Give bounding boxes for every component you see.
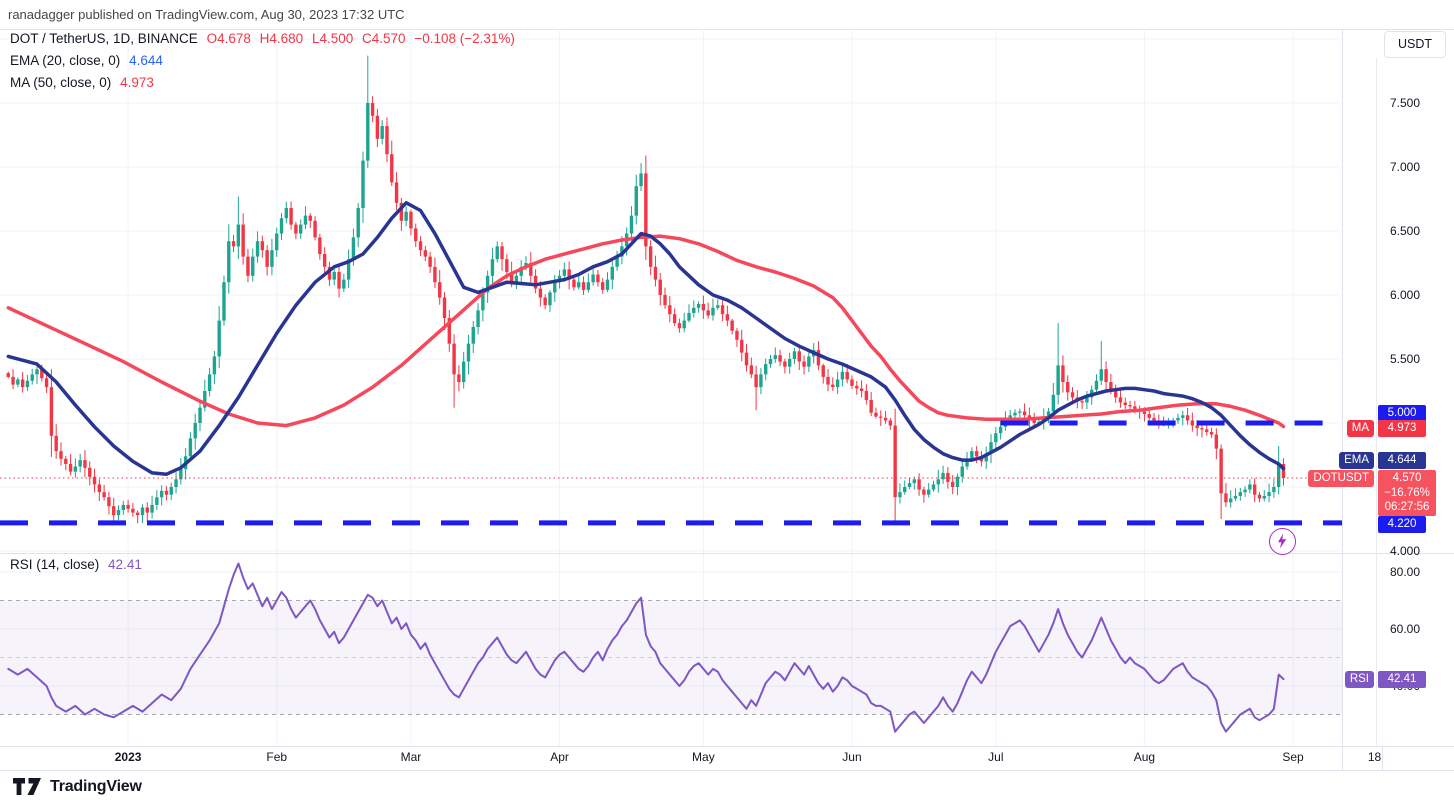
rsi-legend[interactable]: RSI (14, close) 42.41 xyxy=(10,557,147,572)
bar-countdown: 06:27:56 xyxy=(1384,501,1430,514)
ma-value: 4.973 xyxy=(120,75,154,90)
last-price: 4.570 xyxy=(1392,472,1422,485)
rsi-value: 42.41 xyxy=(108,557,142,572)
time-axis-bottom-border xyxy=(0,770,1454,771)
axis-tick-label: 7.500 xyxy=(1390,95,1421,110)
lightning-bolt-glyph xyxy=(1278,533,1287,549)
rsi-pane[interactable] xyxy=(0,553,1342,746)
rsi-pane-svg xyxy=(0,553,1342,746)
axis-tick-label: 5.500 xyxy=(1390,352,1421,366)
price-pane[interactable] xyxy=(0,29,1342,553)
axis-tick-label: 60.00 xyxy=(1390,621,1421,636)
ma-price-badge: 4.973 xyxy=(1378,419,1426,437)
level-price-badge-5000: 5.000 xyxy=(1378,404,1426,422)
ma-legend[interactable]: MA (50, close, 0) 4.973 xyxy=(10,75,159,90)
ohlc-close: C4.570 xyxy=(362,31,406,46)
time-axis-label: Feb xyxy=(266,750,288,764)
rsi-label: RSI (14, close) xyxy=(10,557,100,572)
rsi-value-badge: 42.41 xyxy=(1378,670,1426,688)
ema-label: EMA (20, close, 0) xyxy=(10,53,121,68)
time-scale[interactable]: 2023 Feb Mar Apr May Jun Jul Aug Sep 18 xyxy=(0,746,1454,770)
ohlc-high: H4.680 xyxy=(259,31,304,46)
symbol-legend[interactable]: DOT / TetherUS, 1D, BINANCE O4.678 H4.68… xyxy=(10,31,520,46)
pane-divider[interactable] xyxy=(0,553,1454,554)
time-axis-label: Jul xyxy=(988,750,1004,764)
price-scale-border xyxy=(1342,29,1343,770)
symbol-pill: DOTUSDT xyxy=(1308,469,1374,487)
price-scale[interactable]: 7.500 7.000 6.500 6.000 5.500 4.000 80.00 60.00… xyxy=(1343,29,1454,746)
level-price-badge-4220: 4.220 xyxy=(1378,516,1426,534)
ma-pill: MA xyxy=(1346,419,1374,437)
rsi-pill: RSI xyxy=(1344,670,1374,688)
time-axis-corner-divider xyxy=(1382,746,1383,770)
ema-price-badge: 4.644 xyxy=(1378,452,1426,470)
axis-tick-label: 4.000 xyxy=(1390,544,1421,558)
currency-toggle-button[interactable]: USDT xyxy=(1384,31,1446,58)
axis-tick-label: 7.000 xyxy=(1390,159,1421,174)
time-axis-label: May xyxy=(692,750,715,764)
ohlc-open: O4.678 xyxy=(206,31,251,46)
ema-pill: EMA xyxy=(1339,452,1374,470)
lightning-icon[interactable] xyxy=(1269,528,1296,555)
axis-tick-label: 6.500 xyxy=(1390,223,1421,238)
ema-value: 4.644 xyxy=(129,53,163,68)
axis-tick-label: 80.00 xyxy=(1390,565,1421,579)
ohlc-low: L4.500 xyxy=(311,31,354,46)
last-price-badge: 4.570 −16.76% 06:27:56 xyxy=(1378,470,1436,517)
time-axis-label: Mar xyxy=(400,750,422,764)
header-divider xyxy=(0,29,1454,30)
change-percent: −16.76% xyxy=(1384,486,1430,499)
price-pane-svg xyxy=(0,29,1342,553)
price-scale-inner-rule xyxy=(1376,58,1377,746)
time-axis-label: Jun xyxy=(842,750,862,764)
published-header: ranadagger published on TradingView.com,… xyxy=(8,7,405,22)
time-axis-label: Aug xyxy=(1133,750,1156,764)
time-axis-label: Apr xyxy=(550,750,569,764)
ma-label: MA (50, close, 0) xyxy=(10,75,112,90)
axis-tick-label: 6.000 xyxy=(1390,288,1421,302)
ohlc-change: −0.108 (−2.31%) xyxy=(414,31,515,46)
symbol-title: DOT / TetherUS, 1D, BINANCE xyxy=(10,31,198,46)
time-axis-top-border xyxy=(0,746,1454,747)
time-axis-label: 18 xyxy=(1367,750,1382,764)
time-axis-label: 2023 xyxy=(114,750,142,764)
tradingview-mark-icon xyxy=(13,778,41,795)
tradingview-wordmark: TradingView xyxy=(50,778,142,795)
ema-legend[interactable]: EMA (20, close, 0) 4.644 xyxy=(10,53,168,68)
tradingview-logo[interactable]: TradingView xyxy=(12,776,142,798)
time-axis-label: Sep xyxy=(1282,750,1304,764)
